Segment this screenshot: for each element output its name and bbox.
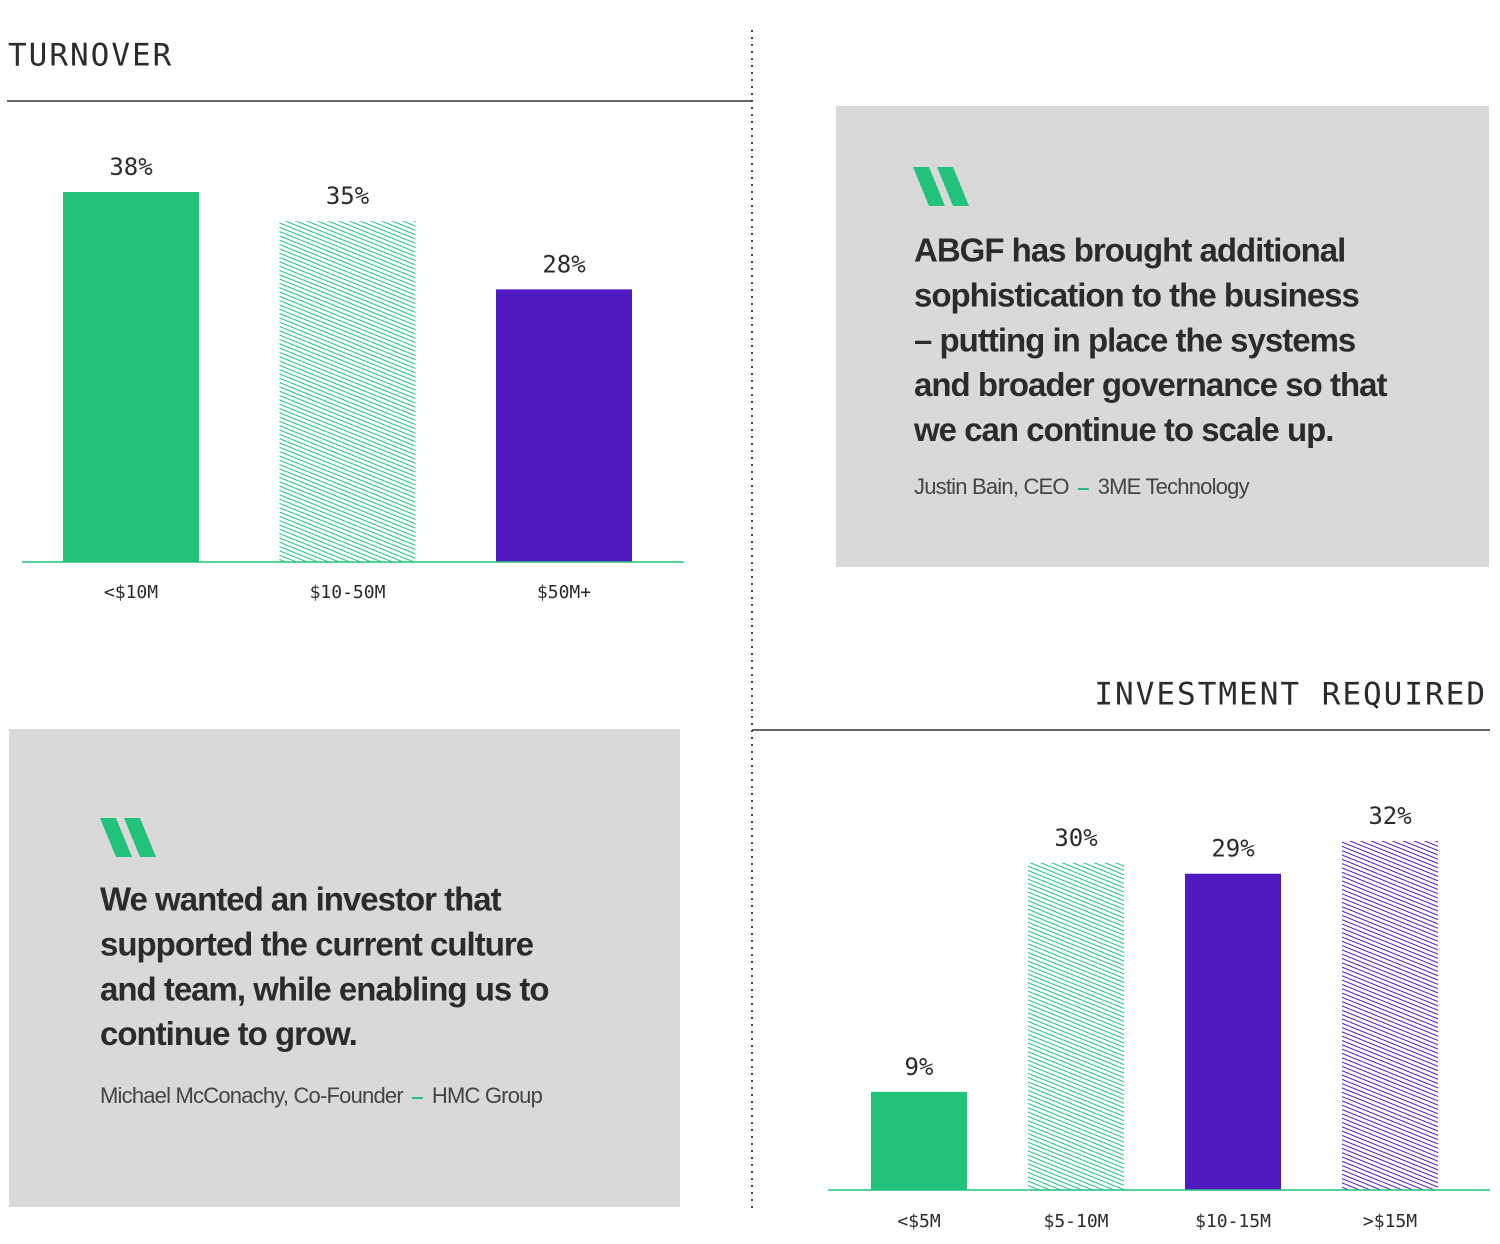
quote-icon (100, 818, 156, 857)
bar (1028, 862, 1124, 1190)
x-tick-label: <$5M (897, 1211, 941, 1232)
chart-title: INVESTMENT REQUIRED (1094, 677, 1487, 713)
bar (1185, 873, 1281, 1190)
value-label: 9% (905, 1053, 934, 1081)
value-label: 35% (326, 182, 370, 210)
quote-line: continue to grow. (100, 1015, 357, 1052)
chart-title: TURNOVER (8, 38, 173, 74)
x-tick-label: <$10M (104, 582, 158, 603)
quote-line: and team, while enabling us to (100, 970, 549, 1007)
quote-icon (913, 167, 969, 206)
quote-author: Justin Bain, CEO (914, 474, 1069, 499)
x-tick-label: $5-10M (1043, 1211, 1108, 1232)
x-tick-label: $10-15M (1195, 1211, 1271, 1232)
value-label: 29% (1211, 835, 1255, 863)
x-tick-label: $10-50M (310, 582, 386, 603)
x-tick-label: >$15M (1363, 1211, 1417, 1232)
quote-author: Michael McConachy, Co-Founder (100, 1083, 403, 1108)
value-label: 28% (542, 250, 586, 278)
value-label: 32% (1368, 802, 1412, 830)
value-label: 38% (109, 153, 153, 181)
quote-box (9, 729, 680, 1207)
quote-company: 3ME Technology (1098, 474, 1250, 499)
quote-line: sophistication to the business (914, 277, 1359, 314)
bar (279, 221, 416, 563)
value-label: 30% (1054, 824, 1098, 852)
quote-line: We wanted an investor that (100, 881, 502, 918)
quote-line: we can continue to scale up. (913, 411, 1333, 448)
quote-line: – putting in place the systems (914, 321, 1355, 358)
quote-line: and broader governance so that (914, 366, 1387, 403)
quote-line: supported the current culture (100, 926, 534, 963)
bar (1342, 841, 1438, 1190)
quote-line: ABGF has brought additional (914, 232, 1345, 269)
x-tick-label: $50M+ (537, 582, 591, 603)
quote-company: HMC Group (432, 1083, 543, 1108)
bar (63, 192, 199, 562)
bar (871, 1091, 967, 1190)
bar (496, 289, 632, 562)
